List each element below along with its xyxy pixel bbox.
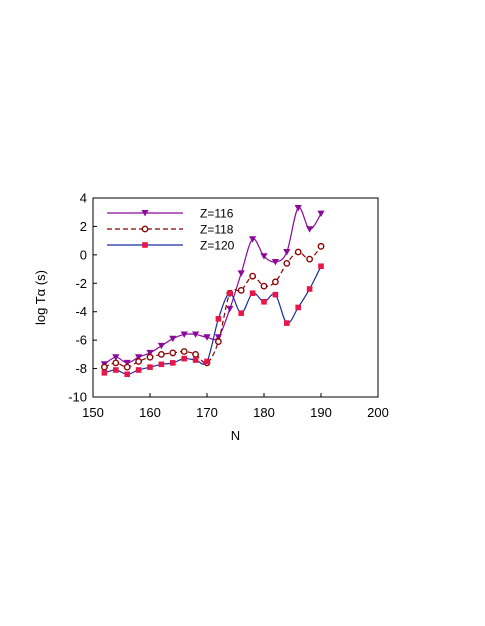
data-point — [181, 355, 187, 362]
data-point — [306, 286, 313, 292]
data-point — [226, 305, 234, 313]
y-tick-label: -6 — [75, 333, 87, 348]
x-tick-label: 180 — [253, 405, 275, 420]
data-point — [238, 310, 244, 316]
legend-label: Z=120 — [200, 239, 235, 253]
data-point — [170, 360, 176, 366]
data-point — [146, 349, 154, 357]
data-point — [260, 282, 268, 290]
data-point — [317, 210, 325, 218]
x-tick-label: 200 — [367, 405, 389, 420]
data-point — [146, 353, 154, 361]
data-point — [112, 359, 120, 367]
data-point — [306, 255, 313, 263]
data-point — [158, 361, 165, 368]
series-layer — [100, 204, 325, 378]
legend-marker — [141, 210, 149, 217]
data-point — [180, 331, 188, 338]
data-point — [157, 350, 165, 358]
legend-item: Z=118 — [107, 223, 234, 237]
data-point — [123, 359, 131, 367]
data-point — [317, 242, 325, 250]
data-point — [101, 363, 108, 371]
data-point — [135, 367, 142, 373]
tick-labels: 150 160 170 180 190 200 -10 -8 -6 -4 -2 0 2 4 — [68, 191, 389, 421]
data-point — [169, 335, 177, 343]
y-tick-label: -2 — [75, 276, 87, 291]
data-point — [157, 342, 165, 350]
series-z-118 — [101, 242, 325, 371]
data-point — [147, 364, 153, 370]
legend-marker — [141, 225, 149, 233]
data-point — [192, 357, 199, 363]
data-point — [135, 358, 143, 365]
y-tick-label: -8 — [75, 361, 87, 376]
data-point — [283, 249, 291, 256]
y-axis-label: log Tα (s) — [33, 270, 48, 325]
y-tick-label: 0 — [80, 247, 87, 262]
data-point — [203, 334, 211, 341]
data-point — [180, 348, 188, 355]
y-tick-label: -4 — [75, 304, 87, 319]
x-tick-label: 170 — [196, 405, 218, 420]
data-point — [318, 263, 324, 270]
data-point — [192, 350, 200, 358]
data-point — [249, 272, 257, 280]
data-point — [192, 331, 200, 338]
y-tick-label: -10 — [68, 390, 87, 405]
data-point — [272, 291, 279, 298]
plot-frame — [92, 197, 379, 398]
data-point — [214, 334, 222, 341]
data-point — [101, 370, 108, 376]
x-tick-label: 190 — [310, 405, 332, 420]
legend-label: Z=118 — [200, 223, 234, 237]
legend-item: Z=116 — [107, 207, 234, 221]
data-point — [295, 304, 301, 311]
data-point — [112, 354, 120, 361]
data-point — [123, 363, 131, 371]
data-point — [306, 226, 314, 233]
data-point — [283, 259, 291, 267]
data-point — [237, 286, 245, 294]
legend: Z=116 Z=118 Z=120 — [107, 207, 235, 253]
data-point — [284, 320, 290, 326]
legend-marker — [142, 242, 148, 248]
data-point — [261, 298, 267, 305]
data-point — [294, 204, 302, 212]
data-point — [249, 236, 257, 243]
x-tick-label: 160 — [139, 405, 161, 420]
data-point — [124, 371, 130, 378]
y-tick-label: 2 — [80, 219, 87, 234]
data-point — [113, 367, 119, 373]
x-axis-label: N — [231, 428, 240, 443]
y-tick-label: 4 — [80, 191, 87, 206]
data-point — [169, 349, 177, 357]
axes — [92, 197, 379, 398]
data-point — [260, 253, 268, 260]
data-point — [271, 278, 279, 286]
data-point — [237, 270, 245, 277]
data-point — [294, 248, 302, 256]
x-tick-label: 150 — [82, 405, 104, 420]
data-point — [214, 338, 222, 345]
legend-item: Z=120 — [107, 239, 235, 253]
data-point — [135, 354, 143, 361]
legend-label: Z=116 — [200, 207, 234, 221]
data-point — [271, 258, 279, 266]
data-point — [227, 290, 233, 297]
series-z-120 — [101, 263, 324, 378]
data-point — [215, 316, 222, 322]
data-point — [249, 290, 256, 297]
data-point — [204, 358, 210, 365]
